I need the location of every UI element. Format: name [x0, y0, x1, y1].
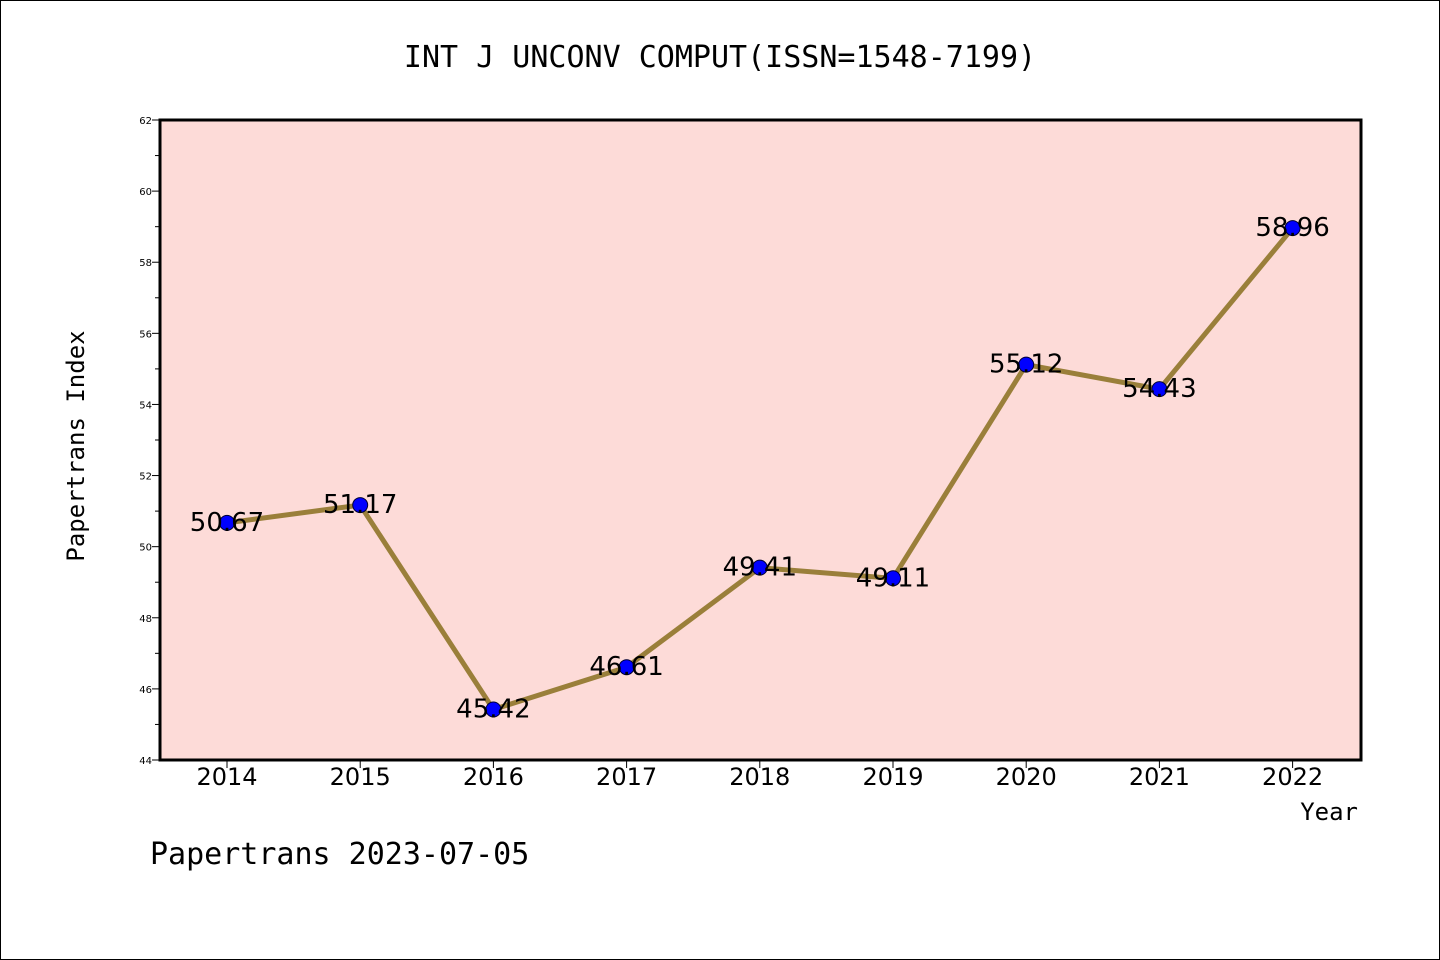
plot-area — [158, 118, 1363, 762]
data-label: 54.43 — [1122, 374, 1196, 404]
x-tick-label: 2021 — [1129, 763, 1190, 791]
y-tick-label: 52 — [139, 472, 152, 483]
data-label: 50.67 — [190, 508, 264, 538]
data-label: 45.42 — [456, 695, 530, 725]
data-point — [885, 570, 901, 587]
footer-credit: Papertrans 2023-07-05 — [150, 837, 529, 872]
x-tick-label: 2022 — [1262, 763, 1323, 791]
y-tick-label: 50 — [139, 543, 152, 554]
x-axis-label: Year — [1300, 798, 1358, 826]
data-label: 55.12 — [989, 350, 1063, 380]
data-label: 49.11 — [856, 563, 930, 593]
data-point — [751, 559, 768, 576]
y-tick-label: 54 — [139, 400, 152, 411]
y-tick-label: 48 — [139, 614, 152, 625]
data-point — [618, 659, 635, 676]
y-tick-label: 58 — [139, 258, 152, 269]
data-point — [219, 514, 235, 531]
x-tick-label: 2015 — [330, 763, 391, 791]
data-label: 46.61 — [589, 652, 663, 682]
data-label: 51.17 — [323, 490, 397, 520]
y-tick-label: 44 — [139, 756, 152, 767]
data-point — [1284, 220, 1301, 237]
series-papertrans-index — [219, 220, 1301, 718]
y-axis-label: Papertrans Index — [62, 330, 90, 561]
y-tick-label: 62 — [139, 116, 152, 127]
y-tick-label: 46 — [139, 685, 152, 696]
data-point — [352, 497, 369, 514]
y-axis: 44 46 48 50 52 54 56 58 60 62 — [139, 116, 160, 767]
x-tick-label: 2016 — [463, 763, 524, 791]
data-point — [1018, 356, 1035, 373]
x-tick-label: 2014 — [196, 763, 257, 791]
data-point — [1151, 381, 1168, 398]
data-label: 49.41 — [723, 553, 797, 583]
x-tick-label: 2019 — [862, 763, 923, 791]
chart-title: INT J UNCONV COMPUT(ISSN=1548-7199) — [404, 40, 1036, 75]
data-label: 58.96 — [1255, 213, 1329, 243]
data-labels: 50.67 51.17 45.42 46.61 49.41 49.11 55.12 54.43… — [190, 213, 1330, 724]
x-tick-label: 2020 — [996, 763, 1057, 791]
data-point — [485, 701, 502, 718]
y-tick-label: 56 — [139, 329, 152, 340]
x-axis: 2014 2015 2016 2017 2018 2019 2020 2021 2022 — [196, 760, 1323, 791]
x-tick-label: 2017 — [596, 763, 657, 791]
x-tick-label: 2018 — [729, 763, 790, 791]
y-tick-label: 60 — [139, 187, 152, 198]
